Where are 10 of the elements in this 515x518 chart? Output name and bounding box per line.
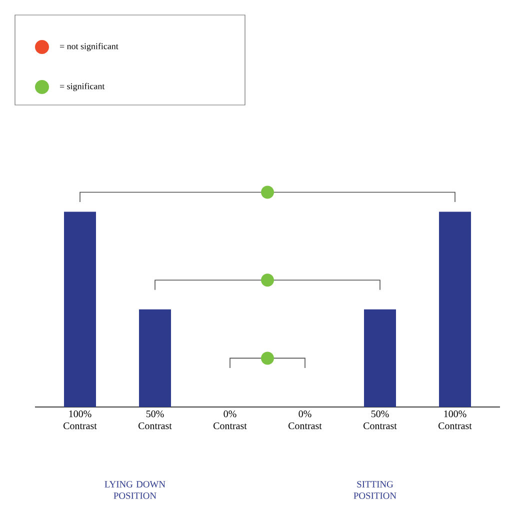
text: = significant xyxy=(60,82,105,92)
text: LYING DOWN POSITION xyxy=(104,481,166,499)
x-tick-label: 0% Contrast xyxy=(214,410,247,430)
x-tick-label: 50% Contrast xyxy=(138,410,172,430)
text: SITTING POSITION xyxy=(354,481,396,499)
x-tick-label: 0% Contrast xyxy=(288,410,322,430)
x-tick-label: 50% Contrast xyxy=(364,410,397,430)
text: = not significant xyxy=(60,42,118,52)
x-tick-label: 100% Contrast xyxy=(438,410,472,430)
x-tick-label: 100% Contrast xyxy=(64,410,97,430)
